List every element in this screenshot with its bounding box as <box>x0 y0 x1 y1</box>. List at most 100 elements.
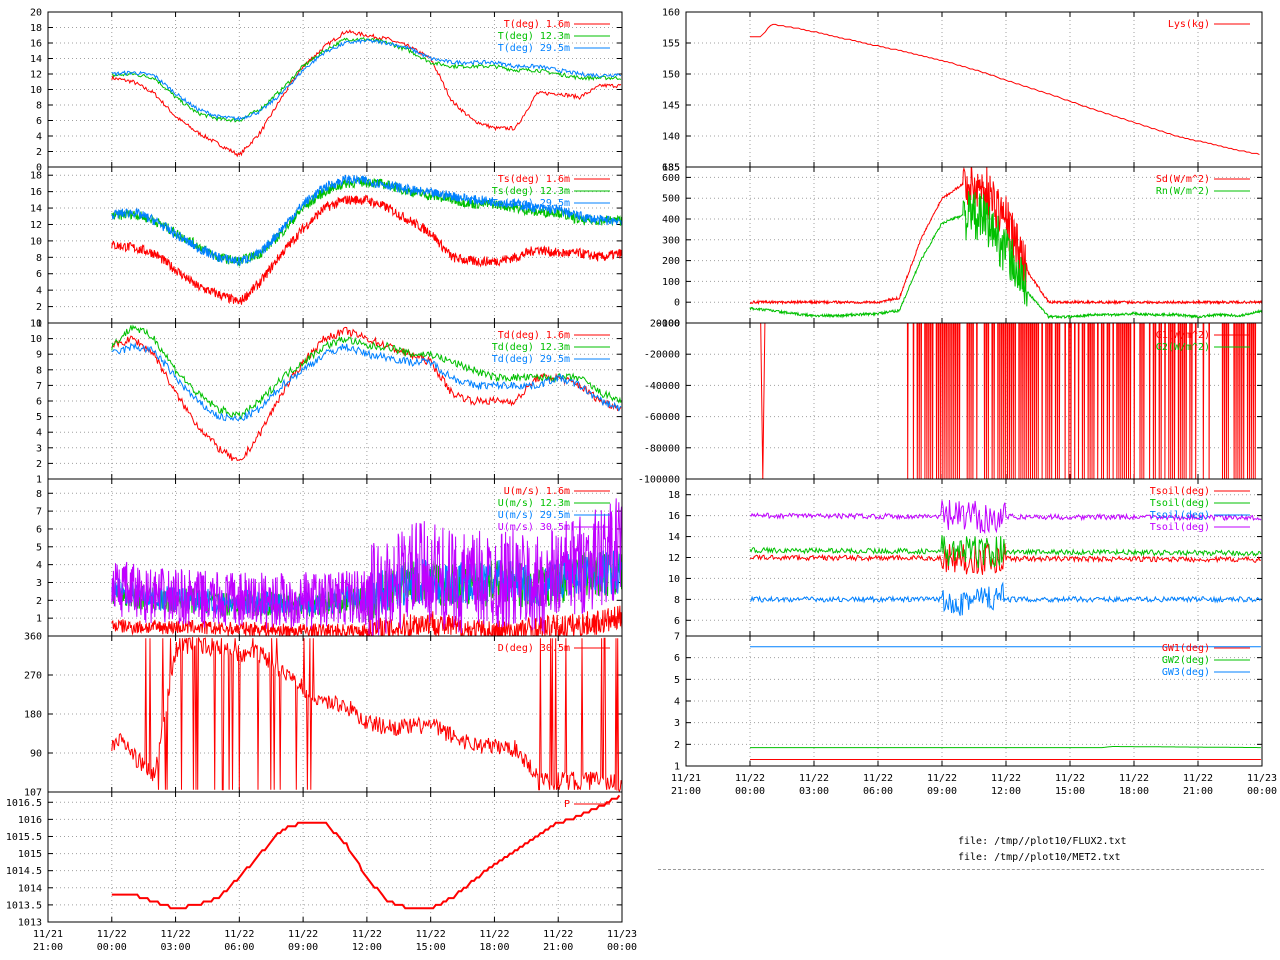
series-line-red <box>111 636 622 792</box>
legend-label: U(m/s) 30.5m <box>498 522 570 533</box>
y-tick-label: 600 <box>662 173 680 184</box>
legend-label: Tsoil(deg) <box>1150 522 1210 533</box>
x-tick-label-time: 06:00 <box>863 786 893 797</box>
y-tick-label: 20 <box>30 8 42 19</box>
plot-frame <box>685 11 1263 168</box>
series-group <box>750 23 1260 156</box>
y-tick-label: 6 <box>36 397 42 408</box>
x-tick-label-date: 11/23 <box>1247 773 1277 784</box>
y-tick-label: 7 <box>36 507 42 518</box>
legend-label: Ts(deg) 29.5m <box>492 198 570 209</box>
y-tick-label: 300 <box>662 235 680 246</box>
y-tick-label: 1 <box>36 614 42 625</box>
legend-label: P <box>564 799 570 810</box>
legend-label: G2(W/m^2) <box>1156 342 1210 353</box>
series-line-blue <box>111 342 622 422</box>
y-tick-label: 6 <box>36 524 42 535</box>
grid <box>47 792 623 923</box>
y-tick-label: 1 <box>36 475 42 486</box>
x-tick-label-time: 18:00 <box>1119 786 1149 797</box>
x-tick-label-time: 21:00 <box>543 942 573 953</box>
series-line-red <box>111 605 622 636</box>
legend-label: GW2(deg) <box>1162 655 1210 666</box>
y-tick-label: 5 <box>36 412 42 423</box>
series-line-blue <box>111 174 622 267</box>
y-tick-label: 1013.5 <box>6 900 42 911</box>
plot-frame <box>47 791 623 923</box>
y-tick-label: 18 <box>30 171 42 182</box>
x-axis-labels: 11/21 21:00 11/22 00:00 11/22 03:00 11/22 06:00… <box>671 773 1277 797</box>
y-tick-label: 90 <box>30 749 42 760</box>
y-tick-label: 685 <box>662 163 680 174</box>
y-tick-label: 180 <box>24 710 42 721</box>
y-tick-label: 10 <box>668 574 680 585</box>
chart-lysimeter: 135 140 145 150 155 160 Lys(kg) <box>662 8 1263 174</box>
y-tick-label: 8 <box>36 365 42 376</box>
y-tick-label: 8 <box>36 253 42 264</box>
series-line-red <box>750 23 1260 156</box>
x-tick-label-date: 11/21 <box>33 929 63 940</box>
y-tick-label: 7 <box>36 381 42 392</box>
x-tick-label-date: 11/22 <box>799 773 829 784</box>
y-tick-label: 16 <box>30 187 42 198</box>
y-tick-label: 155 <box>662 39 680 50</box>
y-tick-label: 3 <box>674 718 680 729</box>
y-tick-label: -60000 <box>644 412 680 423</box>
y-tick-label: 11 <box>30 319 42 330</box>
y-tick-label: 12 <box>668 553 680 564</box>
legend: GW1(deg)GW2(deg)GW3(deg) <box>1162 643 1250 678</box>
y-tick-label: 14 <box>668 532 680 543</box>
y-tick-label: 6 <box>36 116 42 127</box>
legend-label: Tsoil(deg) <box>1150 498 1210 509</box>
y-tick-label: 100 <box>662 277 680 288</box>
chart-pressure: 1013 1013.5 1014 1014.5 1015 1015.5 1016 1016.5… <box>6 791 637 953</box>
x-tick-label-time: 21:00 <box>33 942 63 953</box>
y-tick-label: 160 <box>662 8 680 19</box>
y-tick-label: 2 <box>36 596 42 607</box>
y-tick-label: 4 <box>36 560 42 571</box>
series-line-magenta <box>111 498 622 636</box>
series-line-red <box>111 794 621 910</box>
x-tick-label-time: 00:00 <box>735 786 765 797</box>
legend: Lys(kg) <box>1168 19 1250 30</box>
x-tick-label-time: 09:00 <box>288 942 318 953</box>
y-tick-label: 20000 <box>650 319 680 330</box>
x-tick-label-date: 11/22 <box>352 929 382 940</box>
y-tick-label: 1014.5 <box>6 866 42 877</box>
y-tick-label: 6 <box>674 653 680 664</box>
series-group <box>749 167 1262 320</box>
x-tick-label-date: 11/22 <box>479 929 509 940</box>
y-tick-label: 1015.5 <box>6 832 42 843</box>
y-tick-label: 1016.5 <box>6 798 42 809</box>
chart-wind-speed: 1 2 3 4 5 6 7 8 U(m/s) 1.6mU(m/s) 12.3mU(m/s) 29… <box>36 478 623 637</box>
y-tick-label: 2 <box>674 740 680 751</box>
legend-label: U(m/s) 12.3m <box>498 498 570 509</box>
series-line-red <box>749 542 1262 575</box>
x-tick-label-time: 12:00 <box>991 786 1021 797</box>
legend-label: Ts(deg) 12.3m <box>492 186 570 197</box>
legend: T(deg) 1.6mT(deg) 12.3mT(deg) 29.5m <box>498 19 610 54</box>
x-tick-label-date: 11/21 <box>671 773 701 784</box>
y-tick-label: 18 <box>30 23 42 34</box>
legend-label: Ts(deg) 1.6m <box>498 174 570 185</box>
x-tick-label-time: 06:00 <box>224 942 254 953</box>
grid <box>685 322 1263 480</box>
y-tick-label: 270 <box>24 671 42 682</box>
x-tick-label-date: 11/23 <box>607 929 637 940</box>
legend: D(deg) 30.5m <box>498 643 610 654</box>
chart-air-temp: 0 2 4 6 8 10 12 14 16 18 20 T(deg) 1.6mT(deg) 12.3m… <box>30 8 623 174</box>
x-tick-label-date: 11/22 <box>288 929 318 940</box>
file-list: file: /tmp//plot10/FLUX2.txt file: /tmp/… <box>958 834 1127 866</box>
series-line-blue <box>749 581 1262 616</box>
y-tick-label: 8 <box>674 595 680 606</box>
series-group <box>111 498 622 636</box>
y-tick-label: 5 <box>36 542 42 553</box>
x-tick-label-time: 03:00 <box>799 786 829 797</box>
legend-label: GW3(deg) <box>1162 667 1210 678</box>
y-tick-label: 2 <box>36 302 42 313</box>
legend-label: U(m/s) 1.6m <box>504 486 570 497</box>
y-tick-label: -20000 <box>644 350 680 361</box>
series-line-green <box>111 177 622 267</box>
